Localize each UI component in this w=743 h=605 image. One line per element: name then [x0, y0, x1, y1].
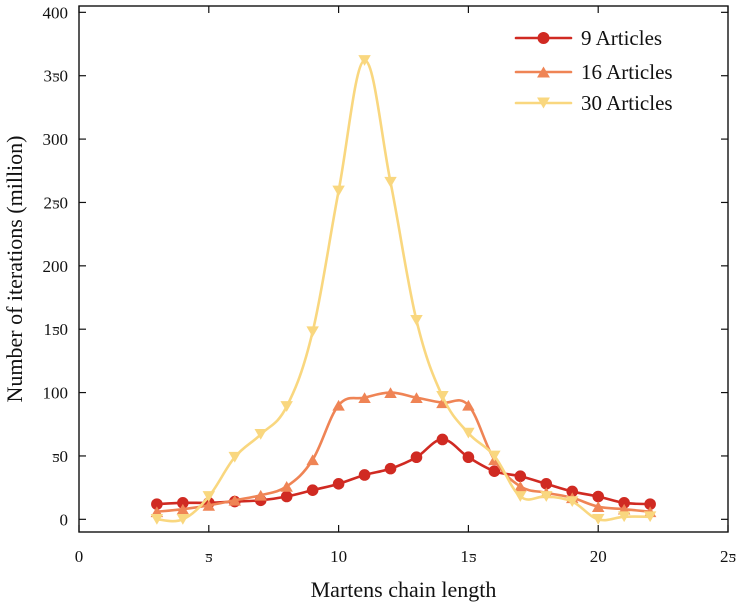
series-2-point [332, 399, 345, 411]
x-tick-label: 20 [590, 547, 607, 566]
labels-layer: 0 ƽ 10 1ƽ 20 2ƽ0ƽ01001ƽ02002ƽ03003ƽ0400Marten… [2, 3, 736, 602]
series-1-point [488, 465, 501, 477]
legend-marker-3 [537, 97, 550, 109]
axes-layer [78, 5, 729, 533]
series-3-point [280, 401, 293, 412]
series-1-point [151, 498, 163, 510]
y-tick-label: 300 [43, 130, 69, 149]
series-1-point [280, 490, 293, 503]
x-tick-label: 0 [75, 547, 84, 566]
series-3-point [540, 491, 553, 502]
series-2-point [228, 494, 241, 506]
series-1-point [358, 469, 371, 481]
y-tick-label: 1ƽ0 [43, 320, 68, 339]
x-tick-label: 10 [330, 547, 347, 566]
series-2-point [254, 489, 267, 501]
plot-frame [78, 5, 729, 533]
series-1-point [462, 451, 475, 464]
series-1-point [644, 498, 656, 510]
legend-label-1: 9 Articles [581, 26, 662, 50]
y-tick-label: 2ƽ0 [43, 193, 68, 212]
x-tick-label: 2ƽ [720, 547, 736, 566]
series-3-point [306, 326, 319, 338]
y-tick-label: 0 [60, 510, 69, 529]
y-tick-label: 3ƽ0 [43, 67, 68, 86]
legend: 9 Articles 16 Articles 30 Articles [514, 26, 673, 115]
legend-item-1: 9 Articles [514, 26, 662, 50]
legend-label-3: 30 Articles [581, 91, 673, 115]
series-3-point [332, 185, 345, 197]
series-3-point [514, 491, 527, 502]
y-tick-label: 200 [43, 257, 69, 276]
series-2-point [462, 399, 475, 411]
series-2-point [410, 392, 423, 404]
y-tick-label: ƽ0 [52, 447, 68, 466]
series-1-point [514, 470, 527, 483]
y-tick-label: 100 [43, 384, 69, 403]
series-3-point [436, 391, 449, 402]
series-3-point [228, 451, 241, 463]
series-3-point [462, 427, 475, 439]
series-3-point [488, 450, 501, 462]
series-3-point [384, 176, 397, 188]
x-tick-label: 1ƽ [460, 547, 476, 566]
legend-label-2: 16 Articles [581, 60, 673, 84]
y-axis-title: Number of iterations (million) [2, 136, 27, 403]
series-layer [150, 55, 657, 525]
series-3-point [358, 55, 371, 66]
legend-marker-2 [537, 66, 550, 78]
series-1-point [540, 478, 553, 490]
series-2-point [384, 387, 397, 398]
series-2-point [514, 481, 527, 492]
series-2-point [176, 503, 190, 515]
series-1-point [436, 433, 449, 446]
series-2-point [202, 500, 216, 511]
series-3-point [202, 491, 216, 502]
series-2-point [358, 392, 371, 404]
series-1-point [332, 478, 345, 490]
series-2-point [591, 501, 605, 513]
series-2-point [280, 481, 293, 492]
legend-item-2: 16 Articles [514, 60, 673, 84]
series-3-point [254, 429, 267, 440]
series-3-point [176, 513, 190, 525]
series-3-point [591, 513, 605, 525]
legend-item-3: 30 Articles [514, 91, 673, 115]
series-1-point [306, 484, 319, 496]
series-3-point [150, 513, 164, 525]
x-axis-title: Martens chain length [311, 577, 497, 602]
series-1-point [566, 485, 579, 498]
series-1-point [384, 462, 397, 475]
series-2 [150, 387, 657, 518]
series-1-point [177, 497, 189, 509]
series-3-point [617, 511, 631, 523]
series-3-point [566, 496, 579, 507]
series-3-point [643, 511, 657, 523]
series-1 [151, 433, 656, 510]
series-1-point [618, 497, 630, 509]
series-2-point [306, 454, 319, 466]
legend-marker-1 [537, 32, 550, 44]
series-3 [150, 55, 657, 525]
series-3-point [410, 314, 423, 326]
series-1-point [410, 451, 423, 464]
y-tick-label: 400 [43, 3, 69, 22]
series-1-point [592, 490, 604, 503]
x-tick-label: ƽ [205, 547, 213, 566]
